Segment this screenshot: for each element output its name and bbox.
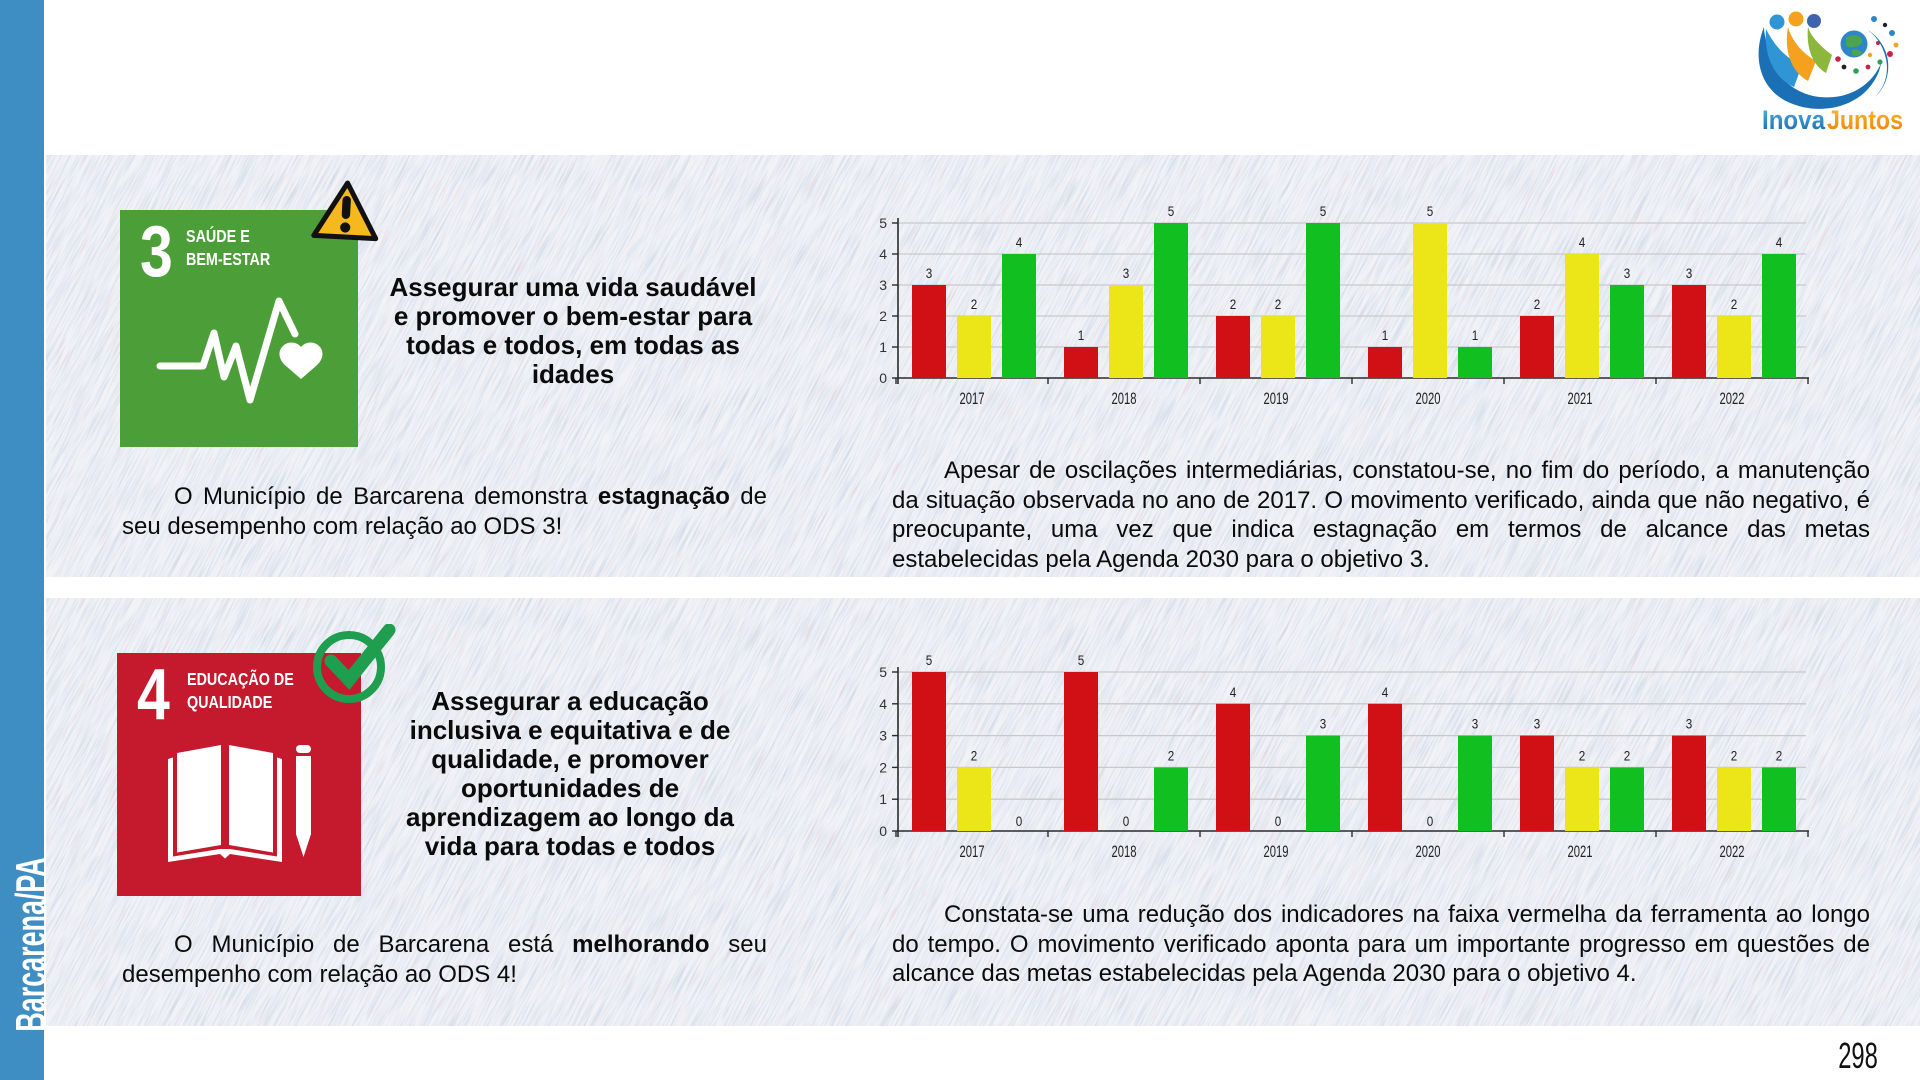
svg-text:3: 3 — [1320, 716, 1327, 732]
svg-text:3: 3 — [1686, 716, 1693, 732]
svg-text:2019: 2019 — [1264, 842, 1289, 861]
svg-text:2: 2 — [971, 296, 978, 312]
svg-text:4: 4 — [879, 246, 887, 262]
svg-text:1: 1 — [1078, 327, 1085, 343]
svg-text:2: 2 — [1624, 747, 1631, 763]
svg-text:2: 2 — [1776, 747, 1783, 763]
svg-text:2021: 2021 — [1568, 389, 1593, 408]
svg-text:Juntos: Juntos — [1827, 105, 1903, 135]
svg-text:2021: 2021 — [1568, 842, 1593, 861]
svg-text:3: 3 — [879, 277, 887, 293]
svg-text:2022: 2022 — [1720, 842, 1745, 861]
svg-text:3: 3 — [879, 728, 887, 744]
svg-text:2: 2 — [1579, 747, 1586, 763]
svg-text:2022: 2022 — [1720, 389, 1745, 408]
svg-text:4: 4 — [879, 696, 887, 712]
svg-text:4: 4 — [1230, 684, 1237, 700]
svg-text:0: 0 — [1427, 813, 1434, 829]
svg-text:1: 1 — [879, 339, 887, 355]
svg-text:2020: 2020 — [1416, 389, 1441, 408]
svg-text:4: 4 — [1776, 234, 1783, 250]
svg-text:4: 4 — [1579, 234, 1586, 250]
svg-text:3: 3 — [1624, 265, 1631, 281]
svg-text:2018: 2018 — [1112, 842, 1137, 861]
svg-text:2: 2 — [1731, 296, 1738, 312]
svg-text:0: 0 — [1275, 813, 1282, 829]
svg-text:2017: 2017 — [960, 389, 985, 408]
svg-text:2: 2 — [971, 747, 978, 763]
svg-text:5: 5 — [926, 652, 933, 668]
svg-text:4: 4 — [1016, 234, 1023, 250]
svg-text:0: 0 — [879, 370, 887, 386]
svg-text:2020: 2020 — [1416, 842, 1441, 861]
svg-text:5: 5 — [1320, 203, 1327, 219]
svg-text:1: 1 — [879, 791, 887, 807]
svg-text:2: 2 — [1731, 747, 1738, 763]
svg-text:0: 0 — [1016, 813, 1023, 829]
svg-text:5: 5 — [1168, 203, 1175, 219]
svg-text:3: 3 — [1123, 265, 1130, 281]
svg-text:0: 0 — [1123, 813, 1130, 829]
svg-text:2: 2 — [1534, 296, 1541, 312]
svg-text:2: 2 — [1230, 296, 1237, 312]
svg-text:5: 5 — [1427, 203, 1434, 219]
svg-text:2017: 2017 — [960, 842, 985, 861]
svg-text:0: 0 — [879, 823, 887, 839]
svg-text:2019: 2019 — [1264, 389, 1289, 408]
svg-text:3: 3 — [1534, 716, 1541, 732]
svg-text:Inova: Inova — [1762, 105, 1826, 135]
svg-text:2: 2 — [879, 759, 887, 775]
svg-text:1: 1 — [1472, 327, 1479, 343]
svg-text:2018: 2018 — [1112, 389, 1137, 408]
svg-text:5: 5 — [879, 664, 887, 680]
svg-text:3: 3 — [926, 265, 933, 281]
svg-text:2: 2 — [1275, 296, 1282, 312]
svg-text:2: 2 — [879, 308, 887, 324]
svg-text:4: 4 — [1382, 684, 1389, 700]
svg-text:2: 2 — [1168, 747, 1175, 763]
svg-text:5: 5 — [1078, 652, 1085, 668]
svg-text:1: 1 — [1382, 327, 1389, 343]
svg-text:3: 3 — [1472, 716, 1479, 732]
svg-text:3: 3 — [1686, 265, 1693, 281]
svg-text:5: 5 — [879, 215, 887, 231]
